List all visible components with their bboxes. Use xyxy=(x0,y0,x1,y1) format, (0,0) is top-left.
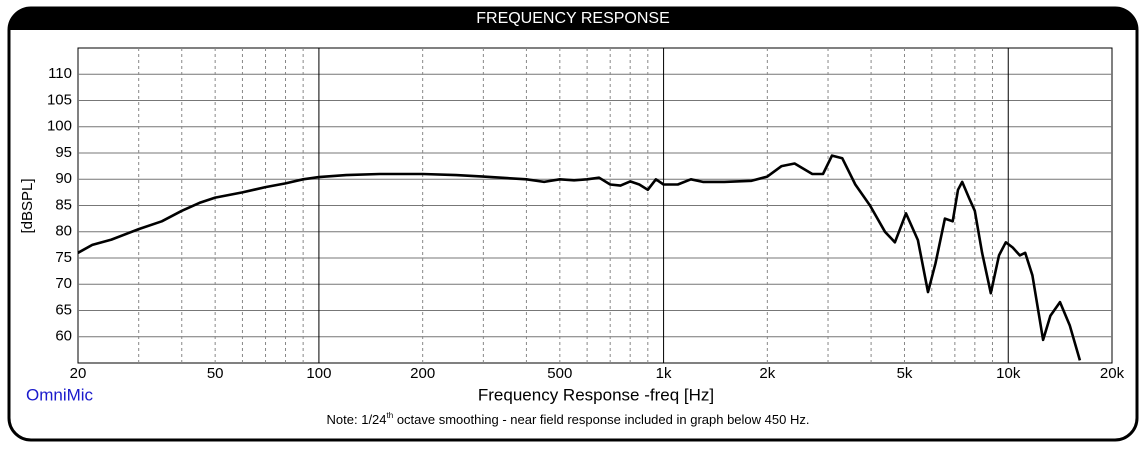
brand: OmniMic xyxy=(26,385,94,404)
x-axis-label: Frequency Response -freq [Hz] xyxy=(478,385,714,404)
y-axis-label: [dBSPL] xyxy=(19,178,36,233)
x-tick-label: 2k xyxy=(759,365,775,382)
x-tick-label: 200 xyxy=(410,365,435,382)
y-tick-label: 110 xyxy=(48,65,72,82)
x-tick-label: 5k xyxy=(897,365,913,382)
y-tick-label: 90 xyxy=(55,170,72,187)
x-tick-label: 50 xyxy=(207,365,224,382)
note-text: octave smoothing - near field response i… xyxy=(393,412,809,427)
x-tick-label: 20 xyxy=(70,365,87,382)
y-tick-label: 85 xyxy=(55,196,72,213)
y-tick-label: 70 xyxy=(55,275,72,292)
response-line xyxy=(77,154,1082,361)
x-tick-label: 20k xyxy=(1100,365,1125,382)
x-tick-label: 1k xyxy=(656,365,672,382)
x-tick-label: 100 xyxy=(306,365,331,382)
note-text: Note: 1/24 xyxy=(327,412,387,427)
y-tick-label: 105 xyxy=(47,91,72,108)
y-tick-label: 100 xyxy=(47,118,72,135)
title-band xyxy=(9,8,1137,30)
chart-title: FREQUENCY RESPONSE xyxy=(476,10,670,27)
y-tick-label: 75 xyxy=(55,249,72,266)
note-sup: th xyxy=(387,411,394,420)
y-tick-label: 80 xyxy=(55,223,72,240)
note: Note: 1/24th octave smoothing - near fie… xyxy=(327,411,810,427)
x-tick-label: 10k xyxy=(996,365,1021,382)
y-tick-label: 65 xyxy=(55,301,72,318)
x-tick-label: 500 xyxy=(547,365,572,382)
y-tick-label: 60 xyxy=(55,328,72,345)
y-tick-label: 95 xyxy=(55,144,72,161)
